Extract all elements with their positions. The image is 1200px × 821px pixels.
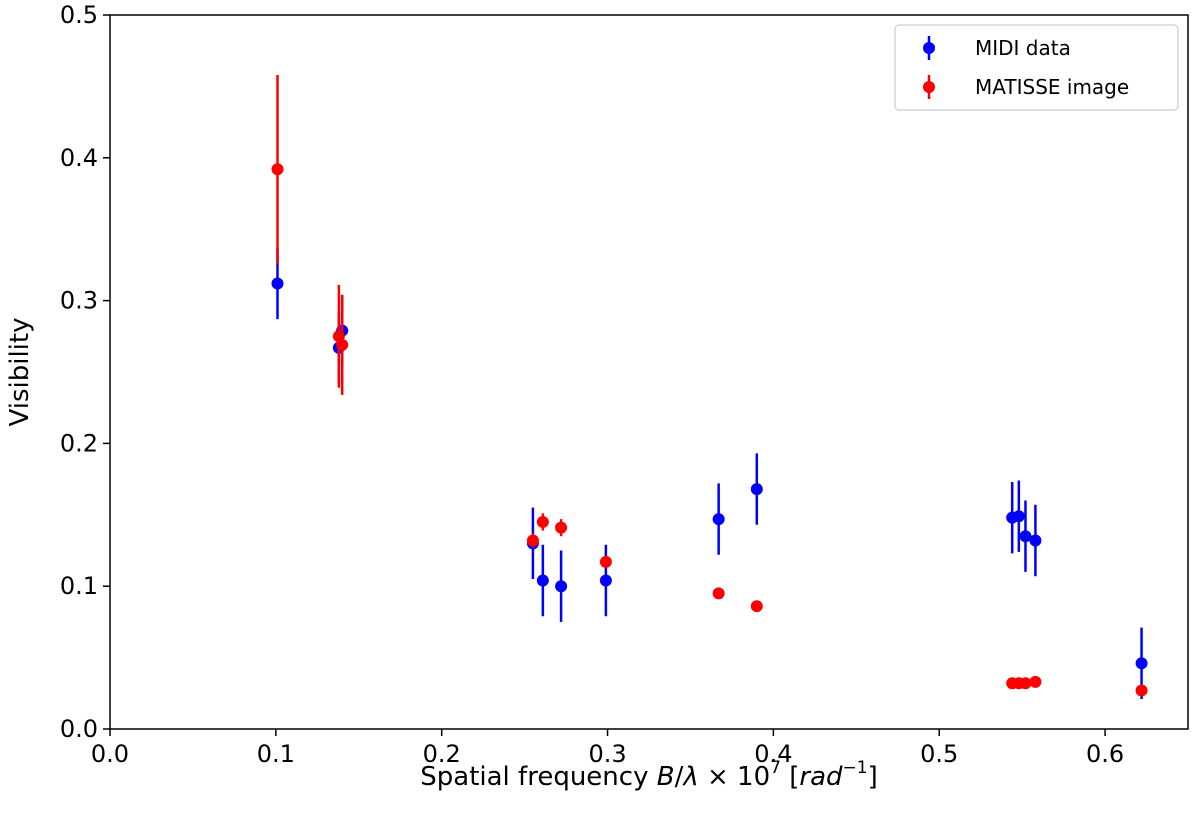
legend-label-matisse: MATISSE image xyxy=(975,75,1129,99)
data-point xyxy=(599,574,612,587)
y-tick-label: 0.4 xyxy=(60,144,98,172)
legend-marker-matisse xyxy=(923,81,935,93)
data-point xyxy=(1019,677,1032,690)
data-point xyxy=(271,277,284,290)
legend: MIDI data MATISSE image xyxy=(894,24,1179,111)
data-point xyxy=(712,587,725,600)
data-point xyxy=(1029,675,1042,688)
legend-item-midi: MIDI data xyxy=(923,36,1071,60)
data-point xyxy=(1029,534,1042,547)
x-tick-label: 0.0 xyxy=(91,740,129,768)
y-tick-label: 0.2 xyxy=(60,429,98,457)
data-point xyxy=(1135,684,1148,697)
legend-item-matisse: MATISSE image xyxy=(923,75,1129,99)
x-tick-label: 0.4 xyxy=(754,740,792,768)
data-point xyxy=(536,574,549,587)
y-tick-label: 0.3 xyxy=(60,287,98,315)
x-tick-label: 0.1 xyxy=(257,740,295,768)
y-tick-label: 0.0 xyxy=(60,715,98,743)
data-point xyxy=(750,600,763,613)
x-axis-label: Spatial frequency B/λ × 107 [rad−1] xyxy=(420,758,877,792)
x-tick-label: 0.6 xyxy=(1086,740,1124,768)
legend-marker-midi xyxy=(923,42,935,54)
data-point xyxy=(271,163,284,176)
data-point xyxy=(526,534,539,547)
data-point xyxy=(555,521,568,534)
series-matisse xyxy=(271,74,1148,697)
data-point xyxy=(750,483,763,496)
data-point xyxy=(1135,657,1148,670)
y-tick-label: 0.5 xyxy=(60,1,98,29)
data-point xyxy=(336,338,349,351)
data-series xyxy=(271,74,1148,700)
x-tick-label: 0.5 xyxy=(920,740,958,768)
data-point xyxy=(599,555,612,568)
data-point xyxy=(1012,510,1025,523)
plot-area-frame xyxy=(109,14,1189,730)
data-point xyxy=(1019,530,1032,543)
x-tick-label: 0.3 xyxy=(588,740,626,768)
y-axis-ticks: 0.0 0.1 0.2 0.3 0.4 0.5 xyxy=(60,1,110,743)
legend-label-midi: MIDI data xyxy=(975,36,1071,60)
y-tick-label: 0.1 xyxy=(60,572,98,600)
legend-box xyxy=(894,24,1179,111)
x-axis-ticks: 0.0 0.1 0.2 0.3 0.4 0.5 0.6 xyxy=(91,729,1124,768)
data-point xyxy=(555,580,568,593)
x-tick-label: 0.2 xyxy=(423,740,461,768)
data-point xyxy=(536,515,549,528)
y-axis-label: Visibility xyxy=(5,318,35,427)
data-point xyxy=(712,513,725,526)
